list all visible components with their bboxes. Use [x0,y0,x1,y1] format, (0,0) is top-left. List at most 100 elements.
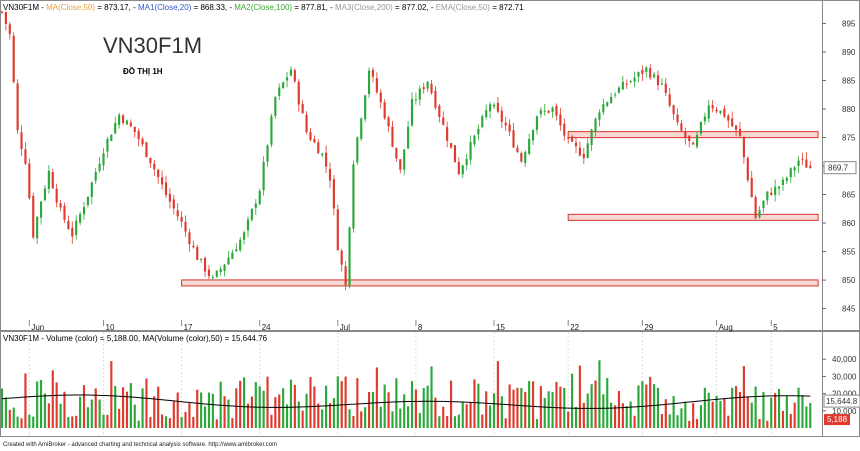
volume-bar-202 [789,413,792,428]
candle-body-100 [391,126,394,147]
volume-bar-79 [309,377,312,428]
volume-bar-187 [731,387,734,428]
indicator-value-2: = 877.81, [292,3,328,12]
volume-bar-39 [153,396,156,428]
volume-bar-170 [664,399,667,428]
volume-bar-127 [496,361,499,428]
volume-bar-119 [465,404,468,428]
volume-bar-22 [86,407,89,428]
candle-body-126 [492,104,496,107]
candle-body-181 [707,105,710,119]
volume-bar-139 [543,397,546,428]
candle-body-69 [270,116,273,145]
candle-body-81 [317,142,320,154]
volume-bar-193 [754,386,757,428]
candle-body-43 [168,193,171,202]
volume-bar-191 [746,396,749,428]
candle-body-118 [461,165,464,175]
candle-body-201 [785,177,788,181]
volume-bar-27 [106,414,109,428]
candle-body-198 [774,186,777,196]
volume-bar-135 [528,380,531,428]
price-ytick-label-7: 880 [842,105,856,114]
volume-bar-19 [75,415,78,428]
last-price-tag [823,161,857,175]
candle-body-63 [246,219,250,231]
candle-body-62 [243,232,246,240]
volume-bar-36 [141,388,144,428]
volume-bar-18 [71,416,74,428]
candle-body-154 [602,104,605,113]
price-ytick-label-9: 890 [842,48,856,57]
candle-body-93 [364,95,367,120]
volume-bar-15 [59,403,62,428]
footer-credit: Created with AmiBroker - advanced charti… [3,442,278,448]
candle-body-190 [742,137,745,158]
volume-bar-80 [313,386,316,428]
candle-body-178 [695,134,699,147]
candle-body-87 [340,250,343,265]
candle-body-92 [360,118,363,139]
volume-bar-167 [653,384,656,428]
candle-body-145 [567,137,570,139]
volume-bar-6 [24,373,27,428]
volume-bar-128 [500,396,503,428]
volume-bar-169 [660,413,663,428]
candle-body-45 [176,210,179,217]
volume-bar-4 [16,416,19,428]
candle-body-105 [410,99,414,126]
candle-body-1 [4,12,7,24]
candle-body-64 [250,208,253,220]
vol-ytick-label-0: 40,000 [832,355,857,364]
candle-body-132 [516,147,519,153]
volume-bar-60 [235,388,238,428]
volume-bar-1 [4,397,7,428]
volume-bar-145 [567,411,570,428]
price-ytick-label-4: 865 [842,191,856,200]
candle-body-147 [574,142,578,147]
volume-bar-166 [649,376,652,428]
candle-body-73 [285,77,289,81]
candle-body-65 [254,203,257,208]
candle-body-140 [547,110,550,113]
volume-bar-203 [793,402,796,428]
volume-bar-41 [161,414,164,428]
candle-body-44 [172,199,175,209]
volume-bar-175 [684,401,687,428]
volume-bar-61 [239,380,242,428]
volume-bar-89 [348,409,351,428]
volume-bar-84 [328,403,332,428]
candle-body-183 [715,109,718,112]
candle-body-10 [39,201,43,218]
volume-bar-82 [321,409,324,428]
indicator-label-3: MA3(Close,200) [334,3,393,12]
candle-body-60 [235,249,238,252]
candle-body-79 [309,132,312,140]
volume-bar-153 [598,360,601,428]
volume-bar-92 [360,411,363,428]
volume-bar-116 [453,416,457,428]
candle-body-22 [86,196,89,206]
volume-bar-146 [571,373,574,428]
price-ytick-label-8: 885 [842,76,856,85]
volume-bar-93 [364,407,367,428]
candle-body-28 [110,134,113,141]
volume-bar-29 [114,385,117,428]
price-ytick-label-10: 895 [842,19,856,28]
volume-bar-49 [192,416,195,428]
candle-body-53 [207,269,211,277]
candle-body-75 [293,70,296,82]
candle-body-133 [520,153,523,162]
candle-body-165 [645,67,648,72]
candle-body-108 [422,87,425,90]
candle-body-96 [375,78,378,93]
volume-bar-64 [250,396,253,428]
price-ytick-label-3: 860 [842,219,856,228]
candle-body-25 [98,163,101,171]
candle-body-6 [24,149,27,164]
candle-body-188 [735,125,738,130]
indicator-3: - MA3(Close,200) = 877.02, [327,3,429,12]
volume-bar-182 [711,401,714,428]
volume-bar-157 [613,405,617,428]
